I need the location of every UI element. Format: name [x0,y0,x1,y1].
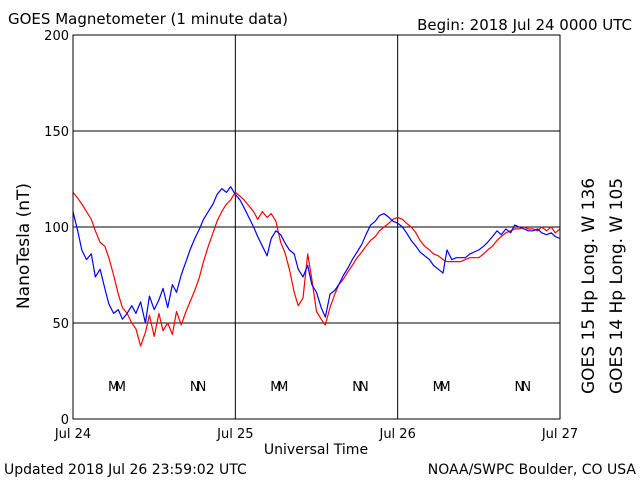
x-axis-label: Universal Time [264,442,368,458]
x-tick-label: Jul 26 [378,427,415,442]
noon-midnight-marker: M [270,380,281,395]
noon-midnight-marker: M [439,380,450,395]
y-tick-label: 50 [52,317,69,332]
y-tick-labels: 0 50 100 150 200 [44,29,69,428]
y-axis-label: NanoTesla (nT) [14,183,34,309]
noon-midnight-marker: N [521,380,531,395]
noon-midnight-marker: N [190,380,200,395]
plot-frame [72,34,561,420]
updated-timestamp: Updated 2018 Jul 26 23:59:02 UTC [4,462,247,478]
noon-midnight-marker: M [115,380,126,395]
noon-midnight-marker: M [277,380,288,395]
series-layer [72,186,561,347]
begin-time: Begin: 2018 Jul 24 0000 UTC [417,16,632,34]
y-tick-label: 0 [61,413,69,428]
legend-goes15: GOES 15 Hp Long. W 136 [579,178,599,394]
noon-midnight-marker: M [433,380,444,395]
series-line-goes15 [72,191,561,347]
noon-midnight-marker: N [359,380,369,395]
grid-lines [73,35,560,419]
noon-midnight-marker: N [352,380,362,395]
x-tick-label: Jul 24 [54,427,91,442]
series-line-goes14 [72,186,561,324]
noon-midnight-marker: N [515,380,525,395]
x-tick-label: Jul 27 [541,427,578,442]
credit-label: NOAA/SWPC Boulder, CO USA [428,462,637,478]
marker-layer: MM NN MM NN MM NN [108,380,531,395]
noon-midnight-marker: N [197,380,207,395]
chart-title: GOES Magnetometer (1 minute data) [8,10,288,28]
y-tick-label: 100 [44,221,69,236]
legend-goes14: GOES 14 Hp Long. W 105 [607,178,627,394]
y-tick-label: 200 [44,29,69,44]
x-tick-label: Jul 25 [216,427,253,442]
x-tick-labels: Jul 24 Jul 25 Jul 26 Jul 27 [54,427,578,442]
noon-midnight-marker: M [108,380,119,395]
y-tick-label: 150 [44,125,69,140]
